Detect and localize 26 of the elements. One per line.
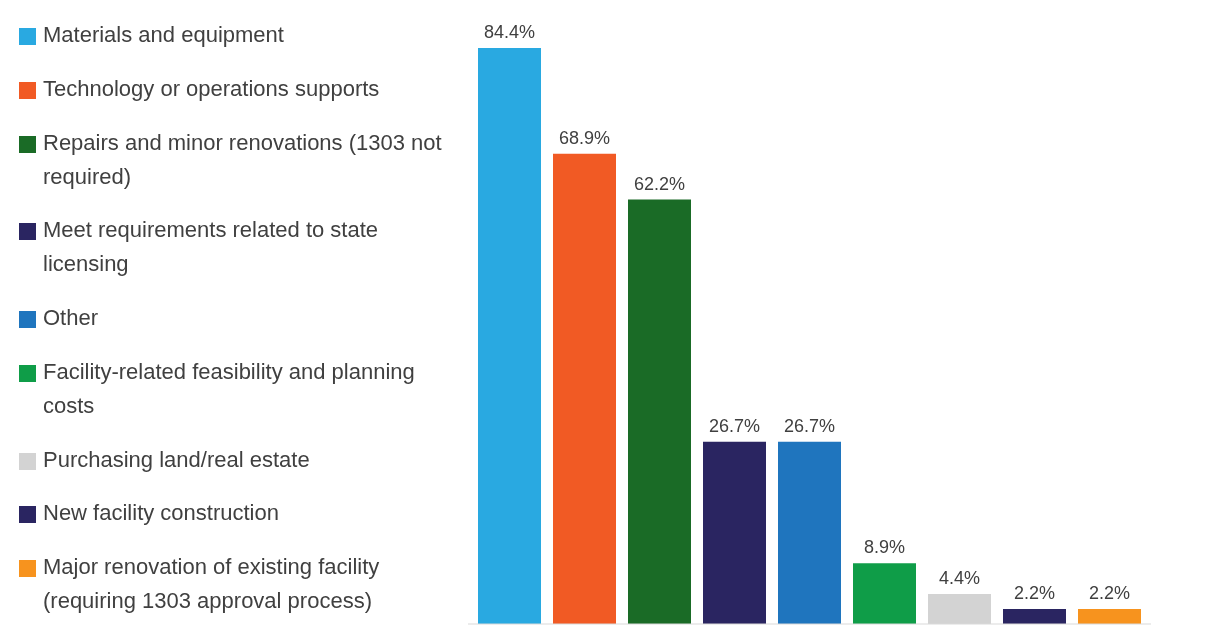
bar <box>1078 608 1141 624</box>
legend-label: Repairs and minor renovations (1303 not required) <box>43 128 443 191</box>
bar <box>553 153 616 624</box>
bar <box>703 441 766 624</box>
bar <box>778 441 841 624</box>
legend-label: Facility-related feasibility and planning costs <box>43 357 416 420</box>
data-label: 84.4% <box>483 22 536 42</box>
legend-label: New facility construction <box>43 499 279 528</box>
bar <box>628 199 691 624</box>
data-label: 26.7% <box>708 415 761 436</box>
data-label: 8.9% <box>863 537 906 558</box>
data-label: 26.7% <box>783 415 836 436</box>
data-label: 62.2% <box>633 173 686 194</box>
bar <box>478 48 541 624</box>
legend-label: Materials and equipment <box>43 21 284 49</box>
data-label: 68.9% <box>558 127 611 148</box>
data-label: 4.4% <box>938 567 981 588</box>
legend-label: Technology or operations supports <box>43 74 380 103</box>
legend-label: Other <box>43 304 99 332</box>
bar <box>1003 608 1066 624</box>
data-label: 2.2% <box>1088 582 1131 603</box>
legend-label: Major renovation of existing facility (requiring 1303 approval process) <box>43 553 381 615</box>
bar <box>853 563 916 624</box>
legend-label: Meet requirements related to state licensing <box>43 216 380 279</box>
data-label: 2.2% <box>1013 582 1056 603</box>
legend-label: Purchasing land/real estate <box>43 445 310 474</box>
